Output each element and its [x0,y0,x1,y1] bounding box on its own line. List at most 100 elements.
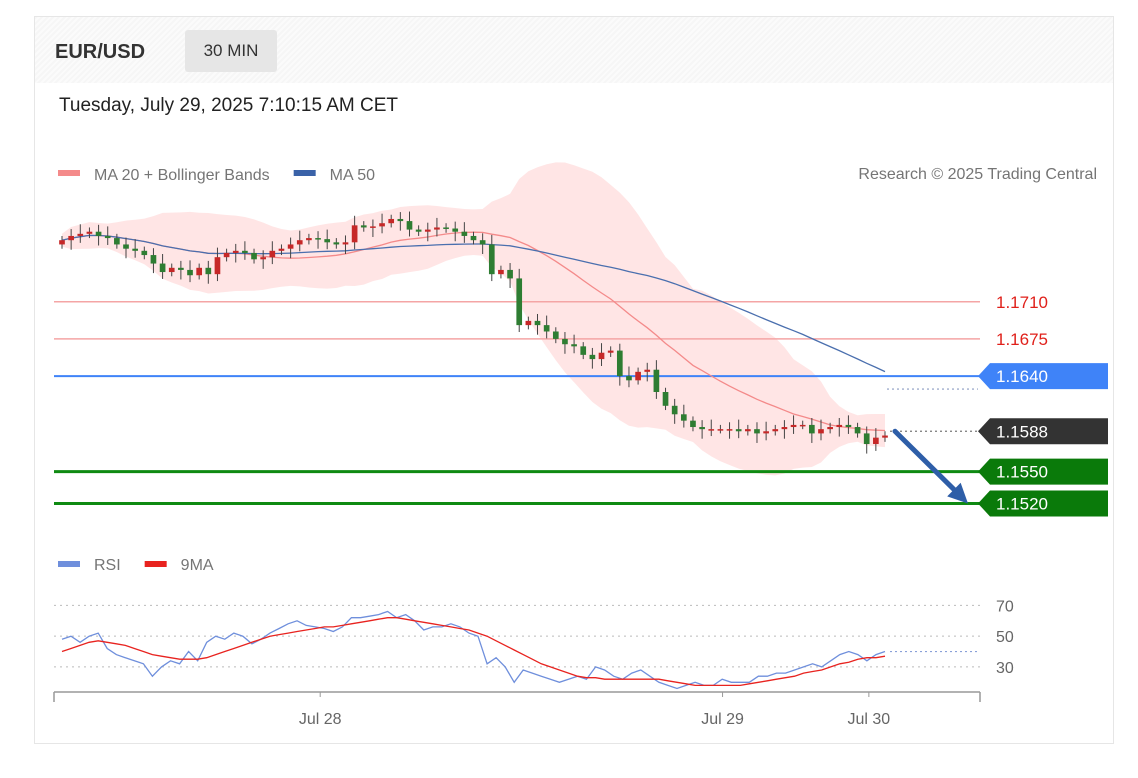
candle-body [873,437,879,445]
x-tick-label: Jul 28 [299,711,342,728]
candle-body [534,320,541,326]
candle-body [854,427,861,434]
resistance-label: 1.1710 [996,293,1048,312]
price-levels [54,301,980,505]
candle-body [351,225,358,243]
candle-body [333,242,340,245]
candle-body [196,267,203,276]
candle-body [406,221,413,230]
candle-body [159,263,166,273]
candle-body [589,354,596,360]
candle-body [370,226,376,228]
candle-body [772,429,779,432]
rsi-ma-line [61,617,886,687]
legend-swatch [58,170,80,176]
pivot-label-tag [978,363,1108,390]
candle-body [507,269,513,279]
rsi-tick-label: 50 [996,629,1014,646]
candle-body [434,227,440,230]
candle-body [863,433,870,445]
candle-body [77,233,84,236]
candle-body [717,429,724,431]
candle-body [525,320,532,326]
candle-body [452,228,459,232]
candle-body [296,240,303,245]
level-labels: 1.1710 1.1675 1.1640 1.1550 1.1520 1.1588 [978,293,1108,517]
candle-body [754,429,760,434]
legend-label: MA 50 [330,167,375,184]
rsi-panel: 70 50 30 [54,598,1014,690]
candle-body [242,250,248,253]
candle-body [397,218,404,222]
rsi-legend: RSI 9MA [58,557,214,574]
candle-body [461,231,468,236]
x-tick-label: Jul 29 [701,711,744,728]
candle-body [653,369,660,392]
forecast-arrow [892,428,968,504]
candle-body [132,248,138,251]
candle-body [223,252,230,258]
price-legend: MA 20 + Bollinger Bands MA 50 [58,167,375,184]
candle-body [470,235,477,241]
legend-swatch [293,170,316,176]
support-label-tag [978,490,1108,517]
candle-body [809,424,815,434]
rsi-legend-label: RSI [94,557,121,574]
candle-body [818,429,824,434]
support-label-tag [978,458,1108,485]
candle-body [86,231,93,234]
candle-body [836,424,843,428]
candle-body [744,429,751,432]
candle-body [799,424,806,427]
rsi-tick-label: 70 [996,598,1014,615]
candle-body [342,242,349,245]
candle-body [187,269,193,276]
candle-body [232,250,239,253]
candle-body [68,235,74,241]
candle-body [306,238,312,241]
candle-body [845,424,852,428]
candle-body [635,371,641,381]
legend-label: MA 20 + Bollinger Bands [94,167,270,184]
interval-badge[interactable]: 30 MIN [185,30,277,72]
candle-body [269,250,276,258]
candle-body [168,267,175,273]
credit-text: Research © 2025 Trading Central [858,166,1097,183]
candle-body [251,252,257,260]
candle-body [680,414,687,421]
support-label-text: 1.1520 [996,494,1048,513]
candle-body [324,239,331,243]
support-label-text: 1.1550 [996,463,1048,482]
candle-body [598,352,605,360]
bollinger-band [62,162,885,476]
candle-body [205,267,212,275]
pivot-label-text: 1.1640 [996,367,1048,386]
candle-body [690,420,696,428]
candle-body [123,244,129,249]
arrow-head [947,482,968,504]
candle-body [699,427,705,430]
candle-body [827,427,833,430]
current-price-text: 1.1588 [996,422,1048,441]
candle-body [552,331,559,339]
rsi-legend-swatch [144,561,167,567]
candle-body [708,429,715,431]
symbol-title: EUR/USD [55,41,146,63]
candle-body [278,248,285,251]
current-price-tag [978,418,1108,445]
candle-body [562,338,568,345]
candle-body [882,435,888,438]
candle-body [616,350,623,377]
candle-body [150,255,157,264]
rsi-line [61,610,886,690]
candle-body [516,278,523,326]
candle-body [735,429,742,432]
candle-body [781,427,788,430]
candle-body [95,231,102,236]
candlesticks [59,211,888,454]
candle-body [607,350,614,353]
candle-body [543,325,550,332]
candle-body [488,244,495,275]
x-axis: Jul 28 Jul 29 Jul 30 [53,691,981,728]
